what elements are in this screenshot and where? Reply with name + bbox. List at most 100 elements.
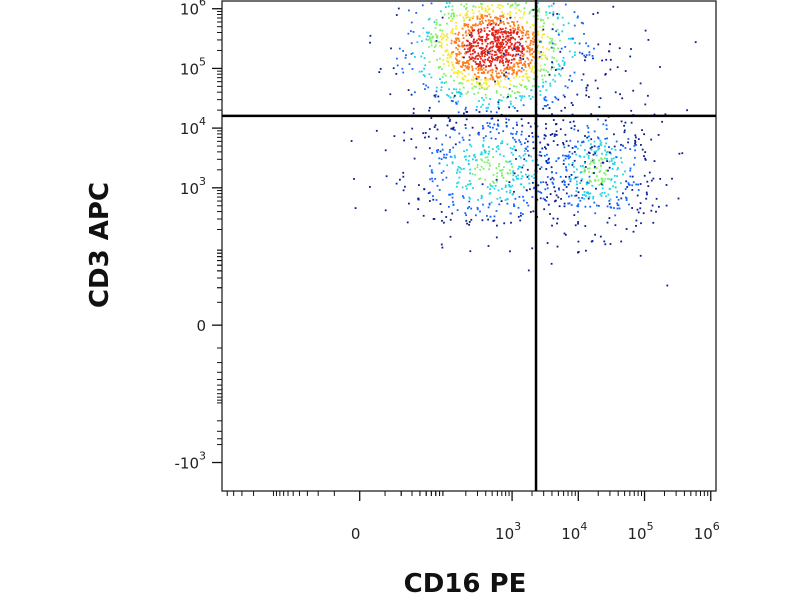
data-point	[445, 49, 448, 52]
data-point	[509, 28, 512, 31]
data-point	[462, 45, 465, 48]
data-point	[561, 180, 564, 183]
data-point	[504, 30, 507, 32]
data-point	[671, 177, 673, 180]
data-point	[629, 175, 632, 178]
data-point	[576, 93, 579, 96]
data-point	[527, 174, 530, 177]
data-point	[505, 160, 507, 163]
data-point	[494, 16, 496, 19]
data-point	[555, 172, 558, 174]
data-point	[543, 137, 546, 140]
data-point	[598, 106, 601, 108]
data-point	[508, 185, 511, 188]
data-point	[563, 64, 566, 66]
data-point	[497, 148, 500, 150]
data-point	[509, 95, 512, 98]
data-point	[476, 17, 479, 20]
data-point	[506, 60, 509, 63]
data-point	[489, 131, 492, 133]
data-point	[466, 24, 468, 27]
data-point	[581, 52, 584, 55]
data-point	[511, 147, 514, 150]
data-point	[422, 83, 425, 85]
data-point	[551, 61, 553, 64]
data-point	[545, 56, 548, 59]
data-point	[502, 39, 504, 41]
data-point	[414, 56, 416, 58]
data-point	[430, 44, 433, 47]
data-point	[483, 72, 486, 74]
data-point	[500, 142, 502, 145]
data-point	[480, 23, 483, 26]
data-point	[469, 168, 472, 171]
data-point	[518, 165, 520, 168]
data-point	[473, 48, 475, 51]
y-tick-label: 106	[180, 0, 206, 19]
data-point	[528, 49, 531, 52]
data-point	[486, 34, 489, 37]
data-point	[596, 87, 599, 90]
data-point	[613, 174, 616, 177]
data-point	[495, 22, 498, 25]
data-point	[498, 61, 501, 64]
data-point	[541, 147, 544, 150]
data-point	[445, 156, 447, 159]
data-point	[518, 47, 520, 49]
data-point	[478, 100, 480, 102]
data-point	[544, 96, 547, 98]
data-point	[578, 51, 581, 54]
data-point	[574, 51, 576, 54]
data-point	[518, 69, 521, 72]
data-point	[492, 156, 494, 158]
data-point	[528, 65, 530, 67]
data-point	[474, 55, 477, 58]
data-point	[527, 63, 530, 65]
data-point	[546, 242, 549, 244]
data-point	[458, 53, 460, 56]
data-point	[472, 45, 475, 47]
data-point	[594, 212, 597, 215]
data-point	[602, 161, 605, 164]
data-point	[482, 203, 484, 206]
data-point	[550, 4, 553, 7]
data-point	[496, 29, 498, 32]
data-point	[513, 76, 515, 79]
data-point	[456, 60, 459, 63]
data-point	[520, 118, 523, 121]
data-point	[542, 81, 545, 84]
data-point	[501, 5, 504, 8]
data-point	[658, 205, 660, 208]
data-point	[481, 103, 484, 106]
data-point	[598, 159, 600, 162]
data-point	[527, 30, 530, 33]
data-point	[522, 58, 525, 60]
data-point	[659, 178, 662, 180]
data-point	[506, 198, 509, 201]
data-point	[452, 32, 454, 35]
data-point	[593, 140, 596, 143]
data-point	[389, 93, 392, 96]
data-point	[546, 36, 549, 38]
data-point	[439, 66, 441, 68]
data-point	[517, 45, 519, 48]
data-point	[569, 180, 572, 183]
data-point	[477, 29, 479, 32]
data-point	[499, 35, 501, 38]
data-point	[480, 151, 483, 154]
data-point	[547, 71, 549, 73]
data-point	[537, 85, 540, 88]
data-point	[515, 75, 518, 78]
data-point	[608, 166, 611, 169]
data-point	[581, 197, 583, 199]
data-point	[542, 51, 545, 54]
data-point	[570, 194, 573, 197]
data-point	[531, 53, 534, 55]
data-point	[517, 174, 519, 177]
data-point	[410, 21, 413, 24]
data-point	[543, 33, 546, 35]
data-point	[431, 35, 434, 38]
data-point	[500, 28, 503, 31]
data-point	[520, 212, 522, 214]
